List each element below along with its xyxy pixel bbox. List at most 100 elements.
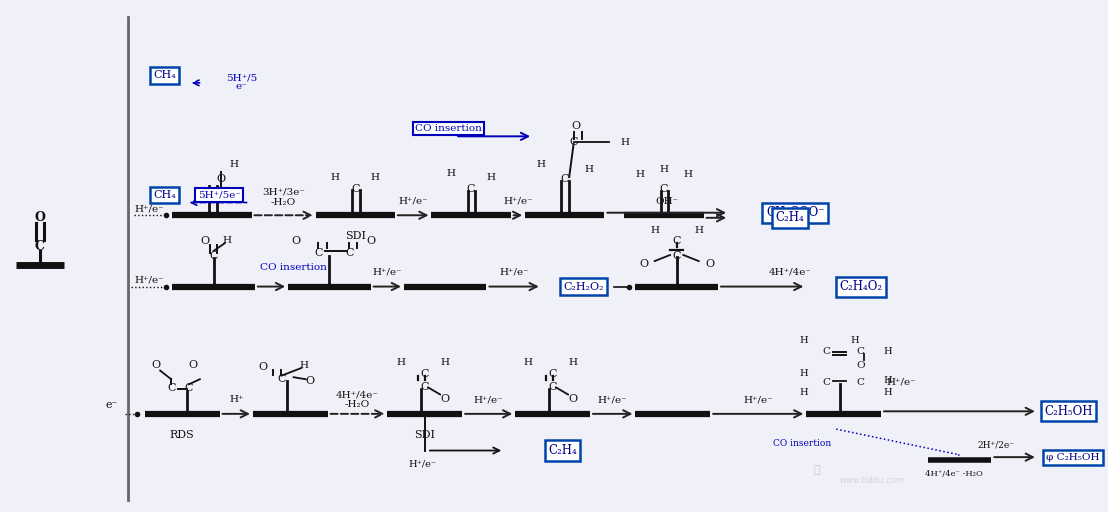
Text: H⁺/e⁻: H⁺/e⁻ bbox=[409, 459, 437, 468]
Text: H⁺/e⁻: H⁺/e⁻ bbox=[474, 395, 503, 404]
Text: CO insertion: CO insertion bbox=[260, 263, 327, 272]
Text: H: H bbox=[883, 347, 892, 356]
Text: O: O bbox=[568, 394, 577, 403]
Text: C₂H₄: C₂H₄ bbox=[548, 444, 577, 457]
Text: C: C bbox=[822, 347, 830, 356]
Text: e⁻: e⁻ bbox=[105, 400, 117, 410]
Text: O: O bbox=[572, 121, 581, 131]
Text: O: O bbox=[856, 361, 864, 370]
Text: C₂H₄O₂: C₂H₄O₂ bbox=[840, 280, 883, 293]
Text: H⁺/e⁻: H⁺/e⁻ bbox=[500, 268, 529, 277]
Text: H: H bbox=[851, 335, 859, 345]
Text: H: H bbox=[620, 138, 630, 147]
Text: H: H bbox=[659, 165, 668, 174]
Text: SDI: SDI bbox=[345, 230, 366, 241]
Text: SDI: SDI bbox=[414, 430, 435, 440]
Text: H: H bbox=[800, 335, 809, 345]
Text: CH₃COO⁻: CH₃COO⁻ bbox=[766, 206, 824, 219]
Text: C: C bbox=[856, 378, 864, 387]
Text: CH₄: CH₄ bbox=[153, 190, 176, 200]
Text: H: H bbox=[800, 388, 809, 397]
Text: 梯: 梯 bbox=[814, 465, 821, 475]
Text: O: O bbox=[639, 259, 648, 269]
Text: 4H⁺/4e⁻ -H₂O: 4H⁺/4e⁻ -H₂O bbox=[925, 470, 983, 478]
Text: C: C bbox=[659, 184, 668, 194]
Text: O: O bbox=[258, 362, 267, 372]
Text: H⁺/e⁻: H⁺/e⁻ bbox=[886, 378, 916, 387]
Text: OH⁻: OH⁻ bbox=[655, 197, 678, 205]
Text: H⁺/e⁻: H⁺/e⁻ bbox=[399, 197, 428, 205]
Text: C: C bbox=[548, 369, 557, 379]
Text: C: C bbox=[345, 248, 353, 259]
Text: 5H⁺/5e⁻: 5H⁺/5e⁻ bbox=[197, 190, 240, 199]
Text: H⁺/e⁻: H⁺/e⁻ bbox=[134, 205, 164, 214]
Text: O: O bbox=[151, 360, 161, 371]
Text: O: O bbox=[291, 236, 301, 246]
Text: H⁺/e⁻: H⁺/e⁻ bbox=[743, 395, 773, 404]
Text: O: O bbox=[705, 259, 715, 269]
Text: H: H bbox=[440, 358, 449, 368]
Text: CO insertion: CO insertion bbox=[414, 124, 482, 133]
Text: H⁺: H⁺ bbox=[229, 395, 244, 404]
Text: C: C bbox=[167, 383, 175, 393]
Text: H: H bbox=[568, 358, 577, 368]
Text: C: C bbox=[35, 240, 45, 253]
Text: C: C bbox=[421, 382, 429, 392]
Text: H: H bbox=[650, 226, 659, 235]
Text: C: C bbox=[673, 251, 681, 261]
Text: O: O bbox=[201, 236, 209, 246]
Text: O: O bbox=[34, 211, 45, 224]
Text: www.tiditu.com: www.tiditu.com bbox=[839, 476, 904, 484]
Text: H: H bbox=[396, 358, 406, 368]
Text: H: H bbox=[223, 236, 232, 245]
Text: C: C bbox=[421, 369, 429, 379]
Text: H: H bbox=[800, 369, 809, 378]
Text: C: C bbox=[314, 248, 322, 259]
Text: H: H bbox=[695, 226, 704, 235]
Text: H⁺/e⁻: H⁺/e⁻ bbox=[134, 276, 164, 285]
Text: C: C bbox=[822, 378, 830, 387]
Text: C: C bbox=[185, 383, 193, 393]
Text: O: O bbox=[188, 360, 198, 371]
Text: H: H bbox=[371, 173, 380, 182]
Text: 4H⁺/4e⁻: 4H⁺/4e⁻ bbox=[768, 268, 811, 277]
Text: H: H bbox=[331, 173, 340, 182]
Text: CO insertion: CO insertion bbox=[773, 439, 831, 448]
Text: H: H bbox=[524, 358, 533, 368]
Text: H: H bbox=[684, 170, 692, 179]
Text: H: H bbox=[883, 388, 892, 397]
Text: H⁺/e⁻: H⁺/e⁻ bbox=[598, 395, 627, 404]
Text: C: C bbox=[207, 191, 216, 201]
Text: H: H bbox=[229, 160, 238, 169]
Text: H⁺/e⁻: H⁺/e⁻ bbox=[503, 197, 533, 205]
Text: H: H bbox=[635, 170, 644, 179]
Text: H: H bbox=[299, 361, 308, 370]
Text: C₂H₅OH: C₂H₅OH bbox=[1045, 405, 1092, 418]
Text: 3H⁺/3e⁻: 3H⁺/3e⁻ bbox=[263, 188, 305, 197]
Text: φ C₂H₅OH: φ C₂H₅OH bbox=[1046, 453, 1100, 462]
Text: H⁺/e⁻: H⁺/e⁻ bbox=[372, 268, 402, 277]
Text: C₂H₂O₂: C₂H₂O₂ bbox=[563, 282, 604, 291]
Text: CH₄: CH₄ bbox=[153, 70, 176, 80]
Text: C: C bbox=[856, 347, 864, 356]
Text: H: H bbox=[585, 165, 594, 174]
Text: C: C bbox=[466, 184, 475, 194]
Text: C: C bbox=[277, 374, 286, 384]
Text: O: O bbox=[216, 174, 225, 184]
Text: O: O bbox=[367, 236, 376, 246]
Text: H: H bbox=[883, 376, 892, 385]
Text: 5H⁺/5: 5H⁺/5 bbox=[226, 73, 257, 82]
Text: H: H bbox=[536, 160, 545, 169]
Text: RDS: RDS bbox=[170, 430, 195, 440]
Text: C: C bbox=[548, 382, 557, 392]
Text: C: C bbox=[673, 236, 681, 246]
Text: O: O bbox=[306, 376, 315, 386]
Text: -H₂O: -H₂O bbox=[271, 198, 296, 207]
Text: 4H⁺/4e⁻: 4H⁺/4e⁻ bbox=[336, 390, 379, 399]
Text: -H₂O: -H₂O bbox=[345, 400, 370, 409]
Text: H: H bbox=[447, 169, 455, 178]
Text: C: C bbox=[351, 184, 360, 194]
Text: C₂H₄: C₂H₄ bbox=[776, 211, 804, 224]
Text: e⁻: e⁻ bbox=[236, 82, 247, 92]
Text: H: H bbox=[486, 173, 495, 182]
